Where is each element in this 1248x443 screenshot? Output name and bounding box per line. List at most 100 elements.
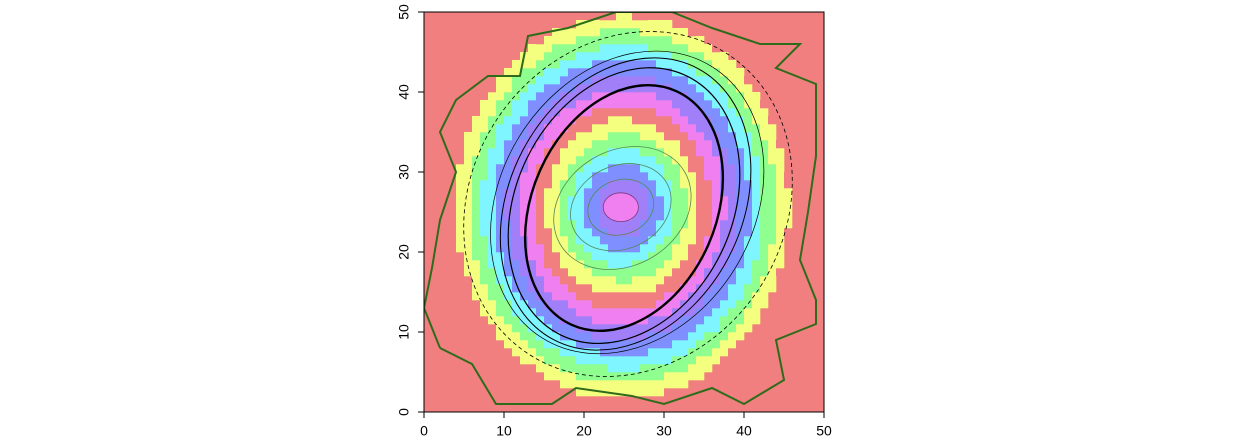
pixel	[544, 84, 553, 93]
pixel	[768, 268, 777, 277]
pixel	[536, 60, 545, 69]
pixel	[624, 260, 633, 269]
pixel	[592, 316, 601, 325]
pixel	[536, 116, 545, 125]
pixel	[512, 148, 521, 157]
pixel	[736, 300, 745, 309]
pixel	[688, 60, 697, 69]
pixel	[712, 116, 721, 125]
pixel	[552, 132, 561, 141]
pixel	[648, 372, 657, 381]
pixel	[504, 84, 513, 93]
pixel	[520, 356, 529, 365]
pixel	[736, 140, 745, 149]
pixel	[752, 180, 761, 189]
pixel	[464, 252, 473, 261]
pixel	[496, 212, 505, 221]
pixel	[584, 124, 593, 133]
pixel	[768, 252, 777, 261]
pixel	[648, 228, 657, 237]
pixel	[712, 68, 721, 77]
pixel	[608, 356, 617, 365]
pixel	[512, 116, 521, 125]
pixel	[552, 244, 561, 253]
pixel	[600, 116, 609, 125]
pixel	[640, 284, 649, 293]
pixel	[576, 236, 585, 245]
pixel	[616, 148, 625, 157]
pixel	[512, 316, 521, 325]
pixel	[744, 316, 753, 325]
pixel	[624, 164, 633, 173]
pixel	[712, 308, 721, 317]
pixel	[608, 28, 617, 37]
pixel	[624, 396, 633, 405]
pixel	[472, 188, 481, 197]
pixel	[568, 276, 577, 285]
pixel	[536, 356, 545, 365]
pixel	[552, 84, 561, 93]
pixel	[584, 380, 593, 389]
pixel	[688, 44, 697, 53]
pixel	[648, 348, 657, 357]
pixel	[552, 340, 561, 349]
pixel	[712, 196, 721, 205]
pixel	[560, 356, 569, 365]
pixel	[648, 188, 657, 197]
pixel	[608, 68, 617, 77]
pixel	[624, 60, 633, 69]
pixel	[544, 260, 553, 269]
pixel	[496, 268, 505, 277]
pixel	[664, 140, 673, 149]
pixel	[536, 124, 545, 133]
pixel	[616, 340, 625, 349]
pixel	[640, 148, 649, 157]
pixel	[552, 204, 561, 213]
pixel	[520, 108, 529, 117]
pixel	[680, 364, 689, 373]
pixel	[664, 204, 673, 213]
pixel	[480, 108, 489, 117]
pixel	[768, 188, 777, 197]
pixel	[664, 188, 673, 197]
pixel	[456, 220, 465, 229]
pixel	[528, 316, 537, 325]
pixel	[744, 284, 753, 293]
pixel	[744, 252, 753, 261]
pixel	[600, 60, 609, 69]
pixel	[584, 372, 593, 381]
pixel	[552, 172, 561, 181]
pixel	[784, 228, 793, 237]
pixel	[616, 12, 625, 21]
pixel	[488, 260, 497, 269]
pixel	[592, 108, 601, 117]
pixel	[560, 100, 569, 109]
pixel	[576, 36, 585, 45]
pixel	[472, 116, 481, 125]
pixel	[776, 236, 785, 245]
pixel	[608, 44, 617, 53]
pixel	[656, 124, 665, 133]
pixel	[456, 204, 465, 213]
pixel	[560, 308, 569, 317]
pixel	[664, 196, 673, 205]
pixel	[776, 172, 785, 181]
pixel	[648, 308, 657, 317]
pixel	[488, 228, 497, 237]
pixel	[480, 268, 489, 277]
pixel	[656, 380, 665, 389]
pixel	[696, 268, 705, 277]
pixel	[664, 148, 673, 157]
pixel	[600, 268, 609, 277]
pixel	[696, 340, 705, 349]
pixel	[784, 172, 793, 181]
pixel	[536, 148, 545, 157]
pixel	[624, 300, 633, 309]
pixel	[664, 52, 673, 61]
pixel	[616, 156, 625, 165]
pixel	[776, 148, 785, 157]
pixel	[736, 260, 745, 269]
pixel	[504, 300, 513, 309]
pixel	[552, 36, 561, 45]
pixel	[728, 172, 737, 181]
